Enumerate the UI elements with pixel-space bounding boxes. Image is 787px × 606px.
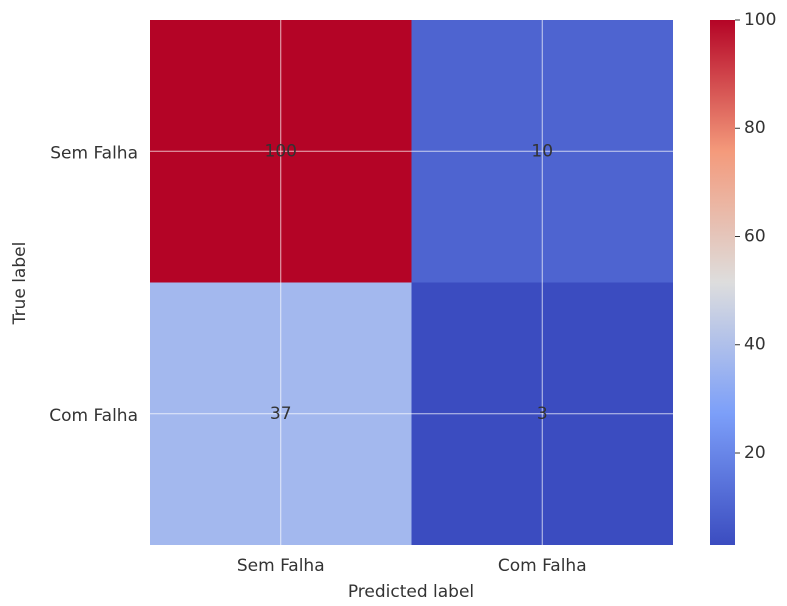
colorbar-tick-label: 60 [744, 226, 766, 246]
colorbar [710, 20, 735, 545]
cell-label: 100 [265, 141, 297, 161]
cell-label: 10 [531, 141, 553, 161]
x-tick-label: Com Falha [498, 556, 587, 576]
cell-label: 37 [270, 404, 292, 424]
y-tick-label: Sem Falha [50, 143, 138, 163]
cell-label: 3 [537, 404, 548, 424]
colorbar-tick-label: 40 [744, 335, 766, 355]
colorbar-tick-label: 20 [744, 443, 766, 463]
y-axis-label: True label [10, 242, 30, 326]
x-axis-label: Predicted label [348, 582, 474, 602]
colorbar-tick-label: 100 [744, 10, 776, 30]
y-tick-label: Com Falha [49, 406, 138, 426]
colorbar-tick-label: 80 [744, 118, 766, 138]
x-tick-label: Sem Falha [237, 556, 325, 576]
